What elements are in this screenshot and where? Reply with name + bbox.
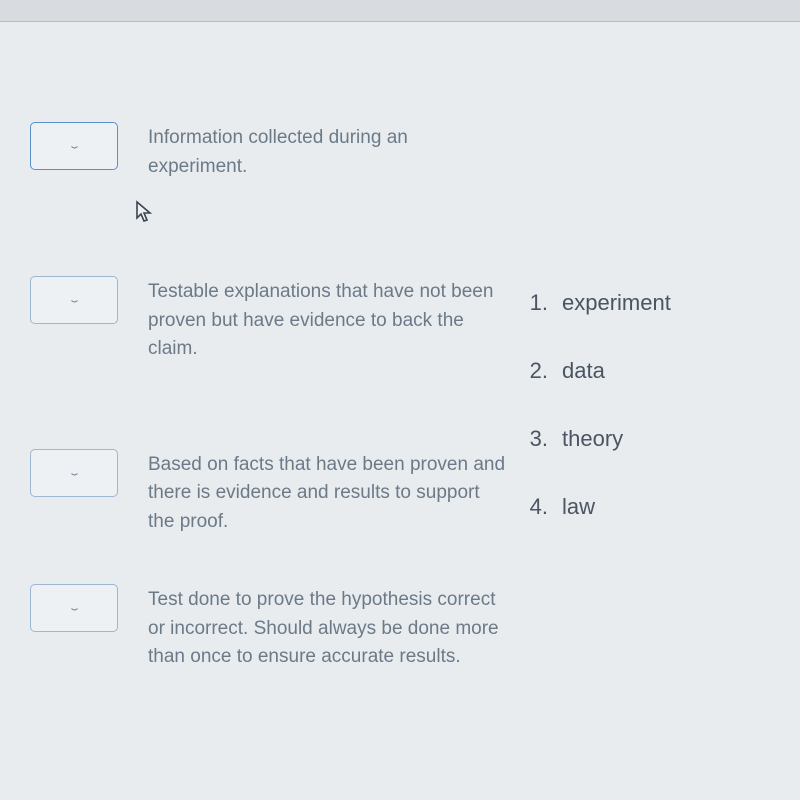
cursor-icon	[135, 200, 155, 231]
match-row: ⌄ Information collected during an experi…	[30, 122, 510, 181]
answer-item: 4. law	[520, 494, 770, 520]
answer-item: 3. theory	[520, 426, 770, 452]
chevron-down-icon: ⌄	[67, 603, 81, 613]
dropdown-select[interactable]: ⌄	[30, 449, 118, 497]
answer-label: law	[562, 494, 595, 520]
answer-label: theory	[562, 426, 623, 452]
answer-number: 1.	[520, 290, 548, 316]
definitions-column: ⌄ Information collected during an experi…	[30, 122, 510, 732]
answer-item: 1. experiment	[520, 290, 770, 316]
top-bar	[0, 0, 800, 22]
dropdown-select[interactable]: ⌄	[30, 122, 118, 170]
answer-number: 4.	[520, 494, 548, 520]
match-row: ⌄ Testable explanations that have not be…	[30, 276, 510, 364]
dropdown-select[interactable]: ⌄	[30, 276, 118, 324]
match-row: ⌄ Based on facts that have been proven a…	[30, 449, 510, 537]
definition-text: Test done to prove the hypothesis correc…	[148, 584, 510, 672]
content-area: ⌄ Information collected during an experi…	[0, 22, 800, 752]
answer-item: 2. data	[520, 358, 770, 384]
answers-column: 1. experiment 2. data 3. theory 4. law	[510, 122, 770, 732]
definition-text: Information collected during an experime…	[148, 122, 510, 181]
match-row: ⌄ Test done to prove the hypothesis corr…	[30, 584, 510, 672]
dropdown-select[interactable]: ⌄	[30, 584, 118, 632]
answer-number: 2.	[520, 358, 548, 384]
definition-text: Based on facts that have been proven and…	[148, 449, 510, 537]
answer-label: data	[562, 358, 605, 384]
definition-text: Testable explanations that have not been…	[148, 276, 510, 364]
chevron-down-icon: ⌄	[67, 295, 81, 305]
chevron-down-icon: ⌄	[67, 141, 81, 151]
answer-label: experiment	[562, 290, 671, 316]
answer-number: 3.	[520, 426, 548, 452]
chevron-down-icon: ⌄	[67, 467, 81, 477]
